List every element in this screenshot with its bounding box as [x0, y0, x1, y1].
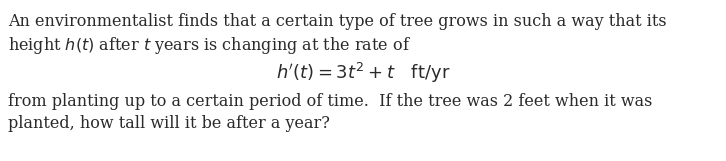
Text: An environmentalist finds that a certain type of tree grows in such a way that i: An environmentalist finds that a certain…: [8, 13, 666, 30]
Text: $h'(t) = 3t^2 + t\quad \mathrm{ft/yr}$: $h'(t) = 3t^2 + t\quad \mathrm{ft/yr}$: [276, 61, 450, 85]
Text: from planting up to a certain period of time.  If the tree was 2 feet when it wa: from planting up to a certain period of …: [8, 93, 653, 110]
Text: planted, how tall will it be after a year?: planted, how tall will it be after a yea…: [8, 115, 330, 132]
Text: height $h(t)$ after $t$ years is changing at the rate of: height $h(t)$ after $t$ years is changin…: [8, 35, 411, 56]
